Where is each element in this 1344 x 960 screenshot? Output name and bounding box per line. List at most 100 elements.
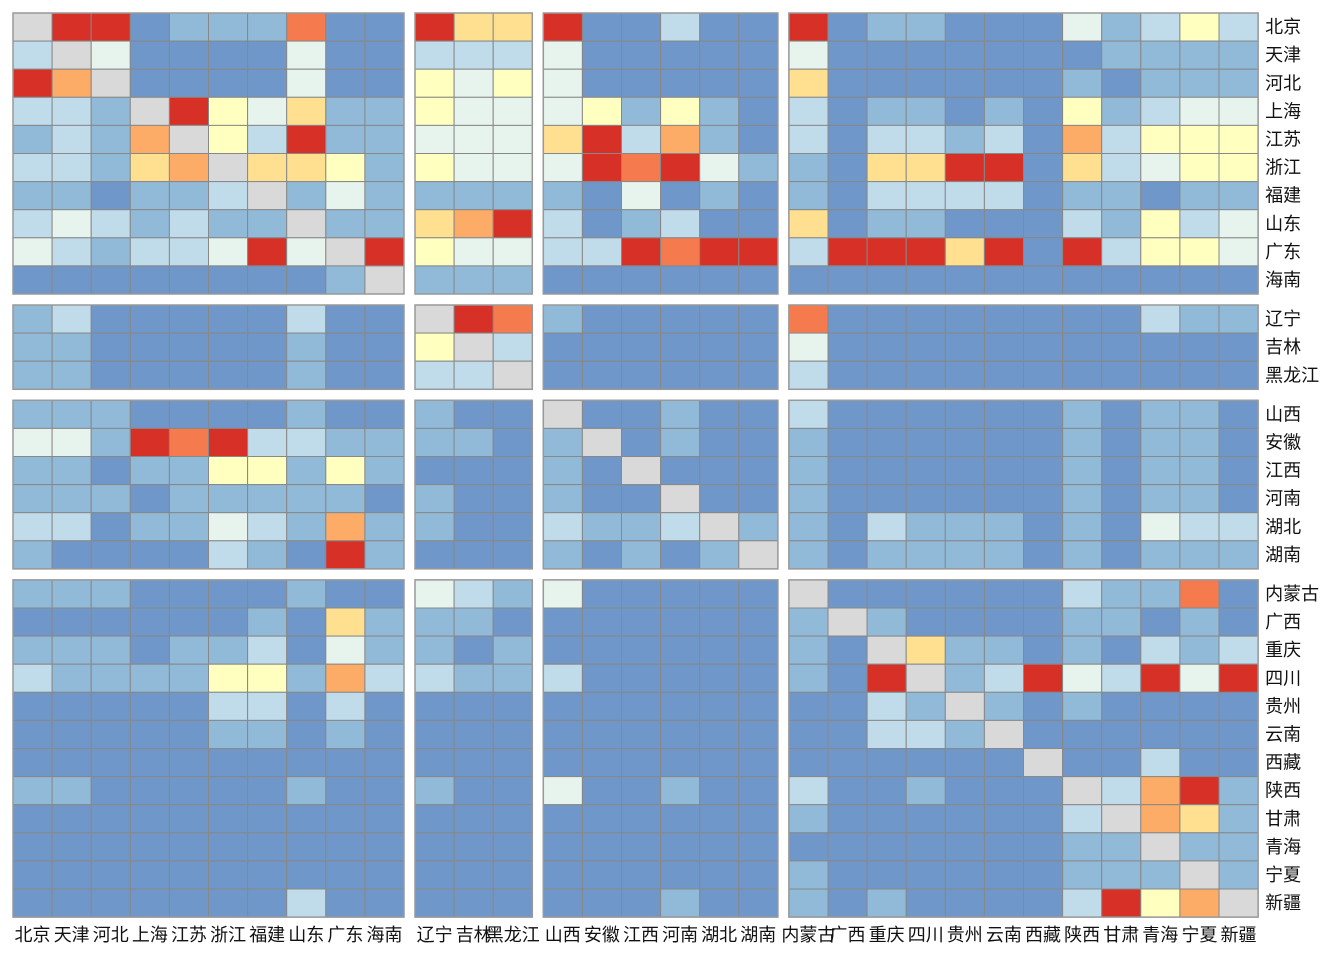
heatmap-cell	[12, 888, 53, 918]
heatmap-cell	[788, 456, 829, 486]
column-label: 新疆	[1221, 925, 1257, 946]
heatmap-cell	[492, 68, 533, 98]
row-label: 江西	[1265, 461, 1301, 482]
heatmap-cell	[660, 540, 701, 570]
heatmap-cell	[492, 691, 533, 721]
heatmap-cell	[414, 456, 455, 486]
heatmap-cell	[129, 427, 170, 457]
heatmap-cell	[983, 68, 1025, 98]
heatmap-cell	[738, 512, 779, 542]
heatmap-cell	[621, 153, 662, 183]
heatmap-cell	[944, 888, 985, 918]
heatmap-cell	[788, 399, 829, 429]
heatmap-cell	[208, 12, 249, 42]
heatmap-cell	[1101, 40, 1142, 70]
heatmap-cell	[168, 265, 209, 295]
heatmap-cell	[788, 719, 829, 750]
heatmap-cell	[90, 579, 131, 609]
heatmap-cell	[1062, 399, 1103, 429]
heatmap-cell	[286, 237, 327, 267]
heatmap-cell	[129, 12, 170, 42]
heatmap-cell	[247, 399, 288, 429]
heatmap-cell	[129, 579, 170, 609]
heatmap-cell	[51, 124, 92, 155]
heatmap-cell	[414, 635, 455, 665]
heatmap-cell	[453, 209, 494, 239]
heatmap-cell	[286, 40, 327, 70]
heatmap-cell	[542, 748, 583, 778]
heatmap-cell	[12, 607, 53, 637]
heatmap-cell	[827, 209, 868, 239]
heatmap-cell	[208, 237, 249, 267]
heatmap-cell	[414, 540, 455, 570]
heatmap-cell	[542, 427, 583, 457]
heatmap-cell	[129, 635, 170, 665]
heatmap-cell	[453, 776, 494, 806]
heatmap-cell	[51, 237, 92, 267]
heatmap-cell	[12, 484, 53, 514]
heatmap-cell	[51, 40, 92, 70]
heatmap-cell	[51, 691, 92, 721]
block-frame	[788, 399, 1259, 570]
heatmap-cell	[492, 748, 533, 778]
heatmap-cell	[944, 427, 985, 457]
heatmap-cell	[1140, 579, 1181, 609]
heatmap-cell	[325, 12, 366, 42]
row-label: 内蒙古	[1265, 584, 1319, 605]
heatmap-cell	[1101, 399, 1142, 429]
heatmap-cell	[325, 265, 366, 295]
heatmap-cell	[1140, 360, 1181, 390]
heatmap-cell	[247, 209, 288, 239]
heatmap-cell	[621, 691, 662, 721]
heatmap-cell	[325, 804, 366, 834]
heatmap-cell	[129, 540, 170, 570]
heatmap-cell	[581, 12, 623, 42]
heatmap-cell	[12, 860, 53, 890]
heatmap-cell	[788, 181, 829, 211]
heatmap-cell	[364, 40, 405, 70]
heatmap-cell	[129, 68, 170, 98]
heatmap-cell	[1140, 888, 1181, 918]
heatmap-cell	[905, 124, 946, 155]
heatmap-cell	[12, 804, 53, 834]
heatmap-cell	[827, 332, 868, 362]
heatmap-cell	[1023, 399, 1064, 429]
heatmap-cell	[1023, 360, 1064, 390]
heatmap-cell	[542, 719, 583, 750]
heatmap-cell	[1218, 512, 1259, 542]
heatmap-cell	[1179, 181, 1220, 211]
heatmap-cell	[1140, 860, 1181, 890]
heatmap-cell	[1023, 12, 1064, 42]
heatmap-cell	[90, 663, 131, 693]
heatmap-cell	[90, 399, 131, 429]
column-label: 上海	[132, 925, 168, 946]
heatmap-cell	[51, 96, 92, 126]
heatmap-cell	[581, 512, 623, 542]
heatmap-cell	[738, 748, 779, 778]
heatmap-cell	[1140, 776, 1181, 806]
heatmap-cell	[1140, 332, 1181, 362]
heatmap-cell	[453, 832, 494, 862]
heatmap-cell	[325, 719, 366, 750]
heatmap-cell	[738, 691, 779, 721]
heatmap-cell	[944, 832, 985, 862]
heatmap-cell	[453, 860, 494, 890]
heatmap-cell	[208, 579, 249, 609]
heatmap-cell	[983, 209, 1025, 239]
heatmap-cell	[168, 124, 209, 155]
heatmap-cell	[866, 153, 907, 183]
heatmap-cell	[621, 360, 662, 390]
heatmap-cell	[453, 427, 494, 457]
heatmap-cell	[414, 209, 455, 239]
heatmap-cell	[1023, 748, 1064, 778]
heatmap-cell	[983, 181, 1025, 211]
heatmap-cell	[660, 860, 701, 890]
heatmap-cell	[1023, 96, 1064, 126]
heatmap-cell	[51, 181, 92, 211]
heatmap-cell	[1218, 96, 1259, 126]
heatmap-cell	[51, 360, 92, 390]
heatmap-cell	[325, 181, 366, 211]
heatmap-cell	[699, 360, 740, 390]
heatmap-cell	[866, 860, 907, 890]
heatmap-cell	[1218, 832, 1259, 862]
